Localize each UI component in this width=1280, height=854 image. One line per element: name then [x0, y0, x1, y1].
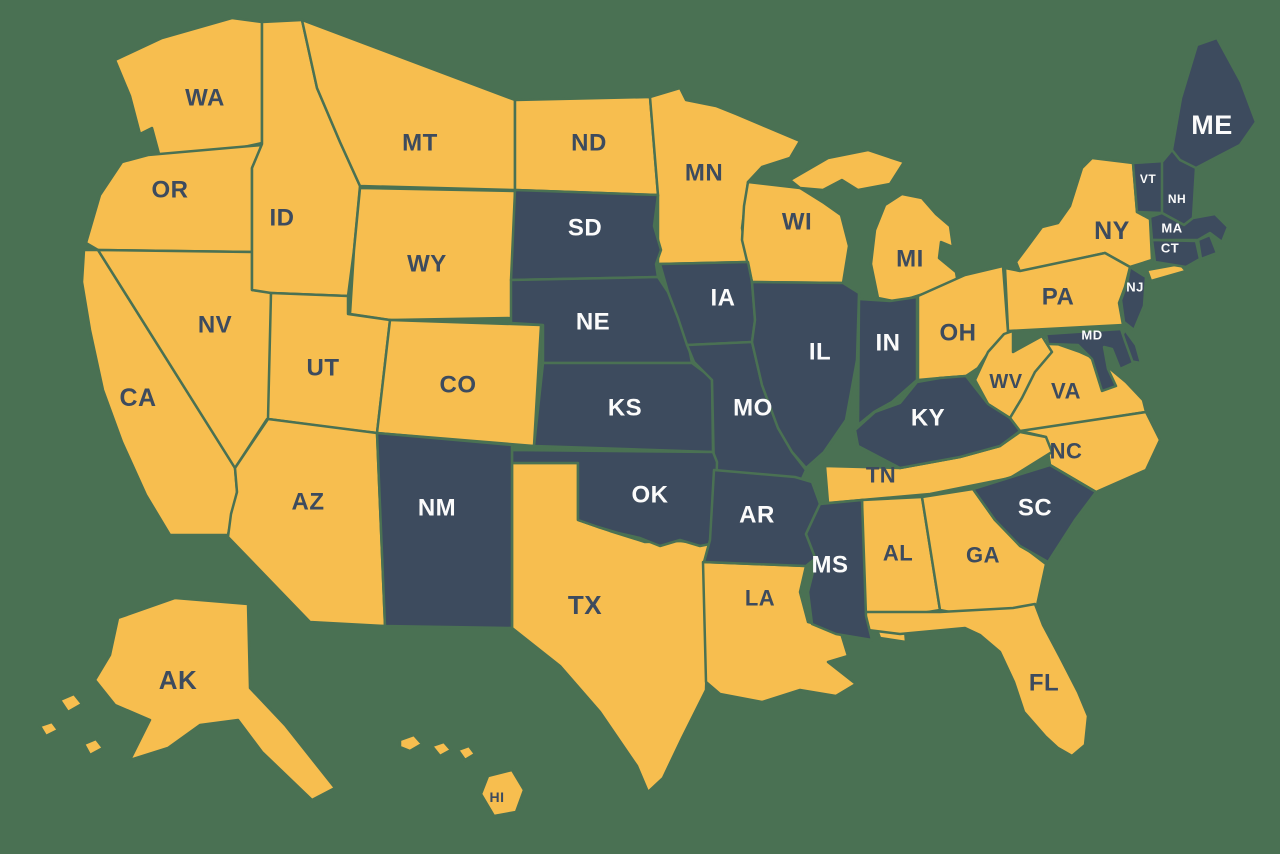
state-hi[interactable]: [398, 733, 526, 818]
state-sd[interactable]: [509, 188, 663, 282]
state-nd[interactable]: [513, 95, 660, 197]
state-ct[interactable]: [1150, 238, 1202, 269]
state-la[interactable]: [701, 560, 858, 704]
state-nj[interactable]: [1119, 265, 1148, 332]
state-ri[interactable]: [1196, 233, 1219, 261]
state-mi[interactable]: [788, 148, 960, 304]
state-nm[interactable]: [375, 431, 514, 630]
state-me[interactable]: [1168, 36, 1258, 170]
state-in[interactable]: [856, 295, 919, 427]
state-ky[interactable]: [853, 374, 1022, 470]
state-ar[interactable]: [702, 468, 822, 568]
state-wi[interactable]: [740, 180, 851, 285]
state-ms[interactable]: [804, 498, 874, 642]
states-layer: [38, 16, 1258, 818]
state-wy[interactable]: [348, 186, 517, 322]
state-ak[interactable]: [38, 596, 337, 802]
state-ks[interactable]: [532, 361, 715, 454]
state-il[interactable]: [750, 280, 861, 470]
state-fl[interactable]: [856, 602, 1090, 758]
state-md[interactable]: [1044, 327, 1135, 393]
state-vt[interactable]: [1131, 159, 1167, 215]
state-sc[interactable]: [971, 463, 1098, 564]
state-co[interactable]: [375, 318, 543, 448]
